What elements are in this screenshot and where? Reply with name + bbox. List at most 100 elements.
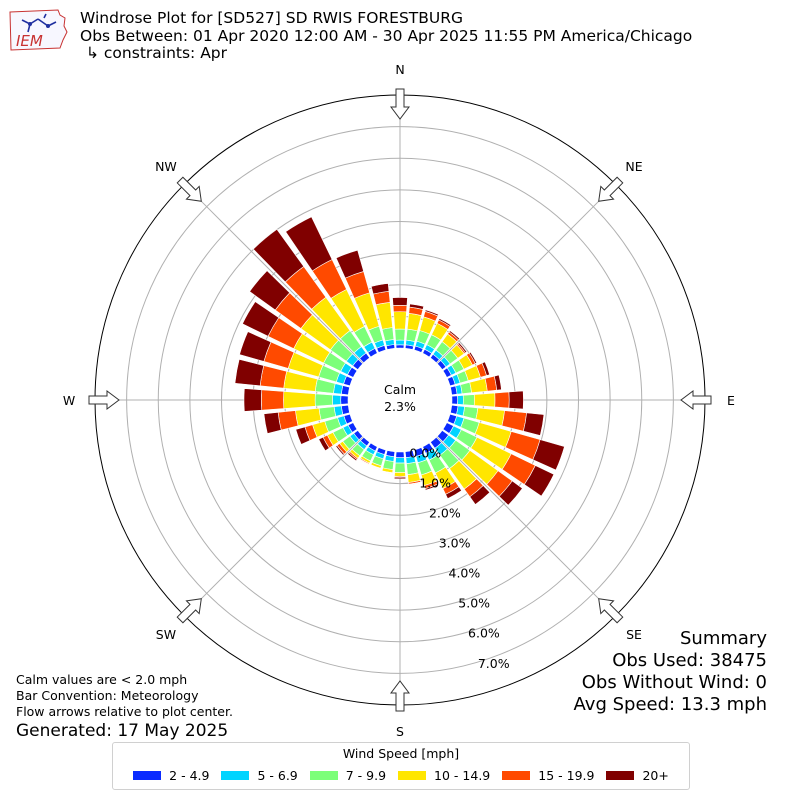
radial-tick-label: 3.0% <box>439 535 471 550</box>
calm-label: Calm <box>384 382 416 397</box>
windrose-bar-segment <box>424 483 439 491</box>
windrose-bar-segment <box>508 390 524 410</box>
windrose-bar-segment <box>239 331 272 362</box>
legend-item: 15 - 19.9 <box>502 768 594 783</box>
chart-title: Windrose Plot for [SD527] SD RWIS FOREST… <box>80 9 464 27</box>
legend-label: 5 - 6.9 <box>257 768 298 783</box>
angular-gridline <box>436 183 617 364</box>
legend-label: 10 - 14.9 <box>434 768 491 783</box>
compass-label-n: N <box>395 62 404 77</box>
legend-item: 10 - 14.9 <box>398 768 490 783</box>
windrose-bar-segment <box>392 305 408 313</box>
windrose-bar-segment <box>283 391 316 409</box>
windrose-bar-segment <box>473 392 496 408</box>
calm-note: Calm values are < 2.0 mph <box>16 672 188 687</box>
windrose-bar-segment <box>394 472 406 477</box>
flow-arrow-icon <box>680 390 712 410</box>
summary-panel: Summary Obs Used: 38475 Obs Without Wind… <box>574 628 767 716</box>
windrose-bar-segment <box>347 452 358 462</box>
plot-notes: Calm values are < 2.0 mph Bar Convention… <box>16 672 233 742</box>
windrose-bar-segment <box>395 457 405 464</box>
generated-date: Generated: 17 May 2025 <box>16 721 229 741</box>
legend-items: 2 - 4.9 5 - 6.9 7 - 9.9 10 - 14.9 15 - 19.9 2… <box>113 768 689 783</box>
flow-arrow-icon <box>598 598 624 624</box>
windrose-bar-segment <box>532 439 565 471</box>
windrose-bar-segment <box>285 216 333 272</box>
legend-swatch <box>309 771 338 780</box>
radial-tick-label: 5.0% <box>458 596 490 611</box>
windrose-bar-segment <box>261 389 285 411</box>
windrose-bar-segment <box>438 318 452 327</box>
angular-gridline <box>436 436 617 617</box>
windrose-bar-segment <box>249 270 291 311</box>
compass-label-e: E <box>727 393 735 408</box>
windrose-bar-segment <box>468 351 478 365</box>
chart-subtitle: Obs Between: 01 Apr 2020 12:00 AM - 30 A… <box>80 26 693 45</box>
radial-tick-label: 0.0% <box>409 445 441 460</box>
windrose-bar-segment <box>340 395 349 405</box>
legend-swatch <box>221 771 250 780</box>
legend-label: 2 - 4.9 <box>169 768 210 783</box>
windrose-bar-segment <box>243 388 263 412</box>
windrose-bar-segment <box>370 283 390 295</box>
legend-swatch <box>606 771 635 780</box>
compass-label-w: W <box>63 393 75 408</box>
angular-gridline <box>183 183 364 364</box>
windrose-bar-segment <box>457 342 468 354</box>
windrose-bar-segment <box>445 486 462 500</box>
iowa-state-outline-icon <box>9 9 68 51</box>
flow-arrow-icon <box>176 176 202 202</box>
radial-tick-label: 1.0% <box>419 475 451 490</box>
legend-item: 20+ <box>606 768 669 783</box>
windrose-bar-segment <box>314 393 334 407</box>
windrose-bar-segment <box>242 301 280 337</box>
radial-tick-label: 2.0% <box>429 505 461 520</box>
windrose-bar-segment <box>234 358 265 387</box>
iem-logo: IEM <box>9 9 68 51</box>
windrose-bar-segment <box>318 436 330 452</box>
compass-label-nw: NW <box>155 159 177 174</box>
legend-item: 2 - 4.9 <box>133 768 209 783</box>
radial-tick-label: 4.0% <box>449 566 481 581</box>
legend-label: 7 - 9.9 <box>345 768 387 783</box>
flow-arrow-icon <box>390 680 410 712</box>
windrose-bar-segment <box>393 311 407 330</box>
flow-arrow-icon <box>390 88 410 120</box>
legend-title: Wind Speed [mph] <box>342 746 460 761</box>
legend-label: 20+ <box>642 768 669 783</box>
windrose-bar-segment <box>394 328 406 341</box>
legend-item: 5 - 6.9 <box>221 768 298 783</box>
windrose-bar-segment <box>523 412 545 436</box>
windrose-bar-segment <box>469 485 491 505</box>
windrose-bar-segment <box>395 451 405 458</box>
calm-value: 2.3% <box>384 399 416 414</box>
avg-speed: Avg Speed: 13.3 mph <box>573 694 767 715</box>
windrose-bar-segment <box>393 476 407 480</box>
windrose-bar-segment <box>369 464 381 470</box>
legend-swatch <box>502 771 531 780</box>
windrose-bar-segment <box>394 462 406 473</box>
flow-arrow-icon <box>176 598 202 624</box>
bar-convention-note: Bar Convention: Meteorology <box>16 688 199 703</box>
windrose-bar-segment <box>457 395 464 405</box>
windrose-bar-segment <box>408 481 422 486</box>
legend-swatch <box>398 771 427 780</box>
windrose-bar-segment <box>392 297 408 306</box>
windrose-bar-segment <box>395 339 405 346</box>
logo-text: IEM <box>16 32 43 50</box>
angular-gridline <box>183 436 364 617</box>
windrose-bar-segment <box>395 344 405 349</box>
windrose-bar-segment <box>295 426 311 445</box>
windrose-bar-segment <box>335 249 364 279</box>
windrose-bar-segment <box>494 391 510 409</box>
obs-used: Obs Used: 38475 <box>612 650 767 671</box>
windrose-bar-segment <box>409 303 425 310</box>
compass-label-ne: NE <box>625 159 642 174</box>
windrose-bar-segment <box>335 444 345 456</box>
radial-tick-label: 6.0% <box>468 626 500 641</box>
compass-label-sw: SW <box>156 627 176 642</box>
windrose-bar-segment <box>448 330 461 341</box>
windrose-bar-segment <box>381 471 393 475</box>
station-dot-icon <box>28 22 32 26</box>
